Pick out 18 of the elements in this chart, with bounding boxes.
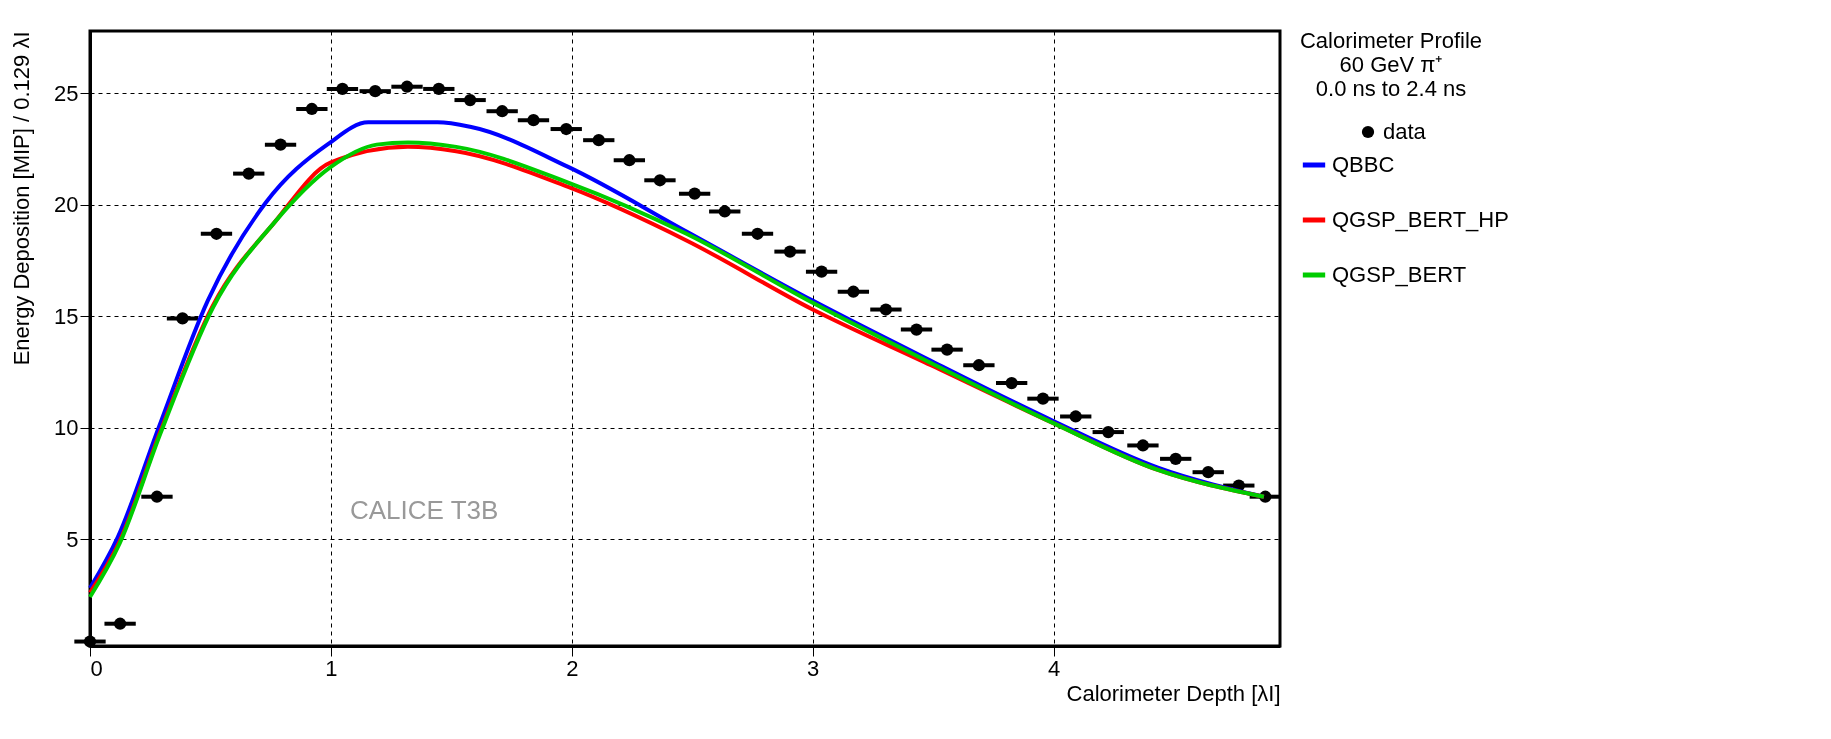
x-tick-label: 4 xyxy=(1047,655,1061,681)
x-tick-label: 2 xyxy=(566,655,579,681)
y-tick-label: 15 xyxy=(54,303,79,329)
y-axis-title: Energy Deposition [MIP] / 0.129 λI xyxy=(9,31,35,366)
legend-label: QGSP_BERT xyxy=(1332,262,1467,287)
y-tick-label: 5 xyxy=(66,526,79,552)
y-tick-label: 20 xyxy=(54,192,79,218)
y-tick-label: 10 xyxy=(54,415,79,441)
y-tick-label: 25 xyxy=(54,80,79,106)
x-axis-title: Calorimeter Depth [λI] xyxy=(1066,680,1281,706)
annotation: CALICE T3B xyxy=(350,495,499,525)
legend-label: QGSP_BERT_HP xyxy=(1332,207,1509,232)
x-tick-label: 0 xyxy=(90,655,103,681)
legend-label: data xyxy=(1383,119,1427,144)
legend-title: Calorimeter Profile 60 GeV π⁺ 0.0 ns to 2.4 ns xyxy=(1299,28,1483,101)
legend-label: QBBC xyxy=(1332,152,1395,177)
x-tick-label: 1 xyxy=(325,655,338,681)
x-tick-label: 3 xyxy=(807,655,820,681)
